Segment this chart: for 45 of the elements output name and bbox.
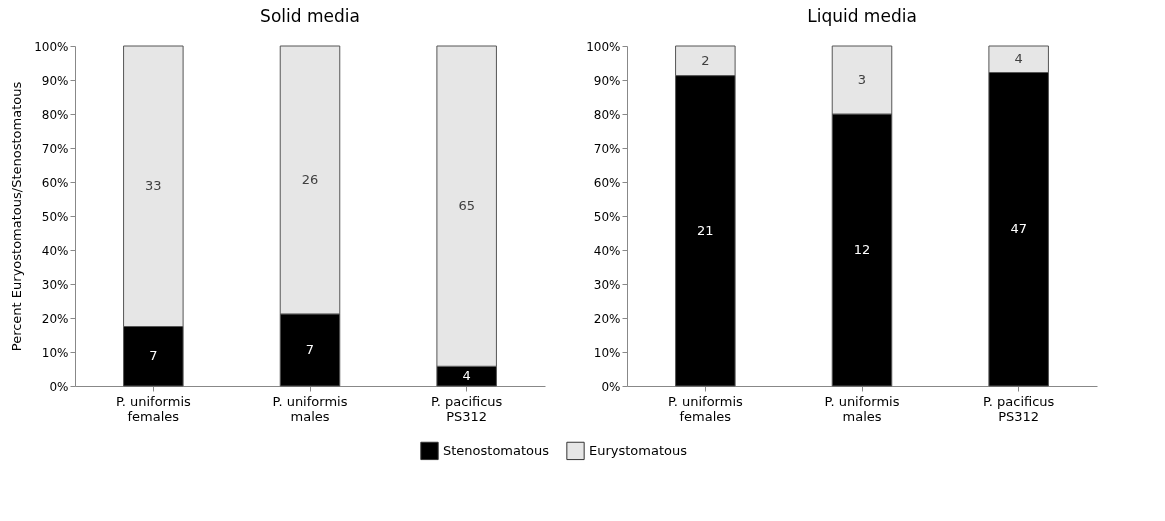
y-tick-label: 90% [593, 73, 621, 88]
y-tick-label: 30% [41, 277, 69, 292]
y-tick-label: 100% [586, 39, 621, 54]
annotation: 21 [697, 222, 714, 238]
chart-title: Solid media [260, 6, 360, 26]
chart-title: Liquid media [807, 6, 917, 26]
y-tick-label: 60% [593, 175, 621, 190]
annotation: 4 [462, 368, 471, 384]
y-tick-label: 40% [593, 243, 621, 258]
x-tick-label: P. uniformis males [824, 393, 900, 424]
annotation: 12 [853, 242, 871, 257]
annotation: 26 [301, 171, 319, 187]
annotation: 7 [305, 341, 315, 357]
y-tick-label: 100% [34, 39, 69, 54]
y-tick-label: 90% [41, 73, 69, 88]
annotation: 2 [701, 52, 710, 68]
legend-label: Stenostomatous [443, 442, 550, 458]
y-tick-label: 30% [593, 277, 621, 292]
x-tick-label: P. uniformis males [272, 393, 348, 424]
y-tick-label: 20% [41, 311, 69, 326]
y-tick-label: 50% [41, 209, 69, 224]
y-tick-label: 40% [41, 243, 69, 258]
y-tick-label: 70% [593, 141, 621, 156]
x-tick-label: P. pacificus PS312 [430, 393, 503, 424]
y-axis-title: Percent Euryostomatous/Stenostomatous [9, 81, 25, 352]
annotation: 47 [1010, 221, 1027, 237]
annotation: 7 [149, 348, 158, 364]
x-tick-label: P. pacificus PS312 [982, 393, 1055, 424]
y-tick-label: 0% [601, 379, 621, 394]
y-tick-label: 10% [41, 345, 69, 360]
y-tick-label: 80% [41, 107, 69, 122]
y-tick-label: 60% [41, 175, 69, 190]
annotation: 4 [1014, 51, 1023, 67]
annotation: 33 [145, 178, 162, 194]
legend-label: Eurystomatous [589, 442, 688, 458]
annotation: 65 [458, 198, 475, 214]
y-tick-label: 10% [593, 345, 621, 360]
y-tick-label: 20% [593, 311, 621, 326]
y-tick-label: 0% [49, 379, 69, 394]
annotation: 3 [857, 72, 867, 87]
x-tick-label: P. uniformis females [667, 393, 743, 424]
x-tick-label: P. uniformis females [115, 393, 191, 424]
y-tick-label: 70% [41, 141, 69, 156]
y-tick-label: 80% [593, 107, 621, 122]
y-tick-label: 50% [593, 209, 621, 224]
